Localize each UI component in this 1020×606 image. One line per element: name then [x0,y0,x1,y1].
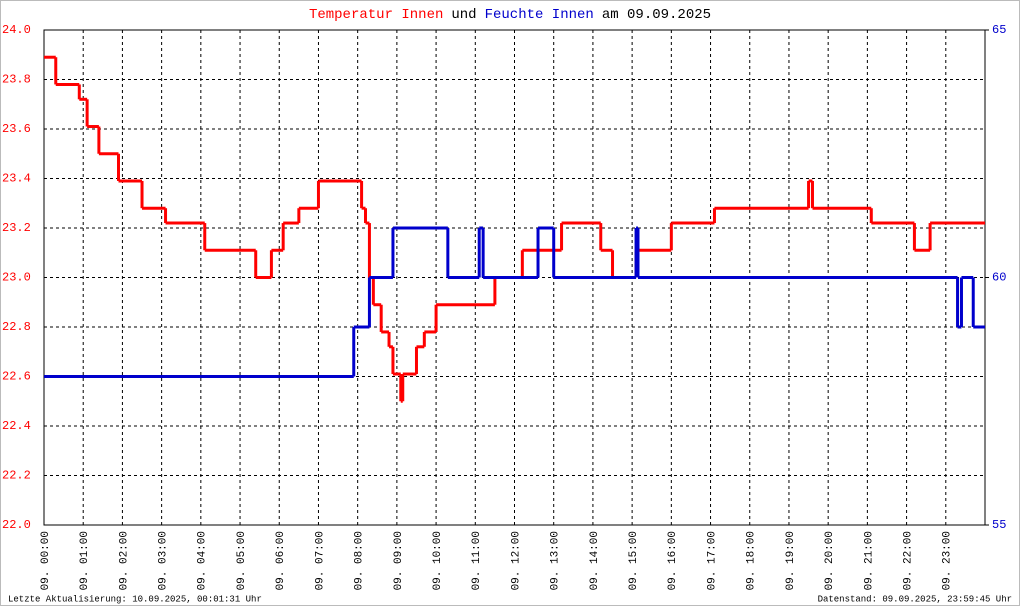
x-tick-label: 09. 00:00 [40,531,52,590]
y-tick-label: 23.4 [2,172,31,186]
plot-border [43,29,986,526]
y2-tick-label: 65 [992,23,1006,37]
x-tick-label: 09. 09:00 [393,531,405,590]
x-tick-label: 09. 23:00 [942,531,954,590]
x-tick-label: 09. 22:00 [902,531,914,590]
y-tick-label: 23.6 [2,122,31,136]
x-tick-label: 09. 17:00 [706,531,718,590]
title-part: und [451,7,476,23]
x-tick-label: 09. 06:00 [275,531,287,590]
x-tick-label: 09. 16:00 [667,531,679,590]
x-tick-label: 09. 01:00 [79,531,91,590]
title-part: Temperatur Innen [309,7,443,23]
y2-tick-label: 60 [992,271,1006,285]
x-tick-label: 09. 14:00 [589,531,601,590]
y-tick-label: 24.0 [2,23,31,37]
y-tick-label: 23.2 [2,221,31,235]
x-tick-label: 09. 07:00 [314,531,326,590]
y-tick-label: 23.0 [2,271,31,285]
x-tick-label: 09. 03:00 [158,531,170,590]
x-tick-label: 09. 08:00 [354,531,366,590]
y-tick-label: 22.8 [2,320,31,334]
title-part: am 09.09.2025 [602,7,711,23]
title-part: Feuchte Innen [485,7,594,23]
x-tick-label: 09. 02:00 [118,531,130,590]
footer-left: Letzte Aktualisierung: 10.09.2025, 00:01… [8,594,262,604]
x-tick-label: 09. 19:00 [785,531,797,590]
x-tick-label: 09. 04:00 [197,531,209,590]
y-tick-label: 22.4 [2,419,31,433]
x-tick-label: 09. 05:00 [236,531,248,590]
x-tick-label: 09. 18:00 [746,531,758,590]
chart-title: Temperatur Innen und Feuchte Innen am 09.09… [309,7,711,23]
y-tick-label: 22.0 [2,518,31,532]
x-tick-label: 09. 20:00 [824,531,836,590]
x-tick-label: 09. 15:00 [628,531,640,590]
y2-tick-label: 55 [992,518,1006,532]
x-tick-label: 09. 10:00 [432,531,444,590]
x-tick-label: 09. 21:00 [863,531,875,590]
x-tick-label: 09. 13:00 [550,531,562,590]
x-tick-label: 09. 11:00 [471,531,483,590]
y-tick-label: 22.2 [2,469,31,483]
x-tick-label: 09. 12:00 [510,531,522,590]
y-tick-label: 22.6 [2,370,31,384]
footer-right: Datenstand: 09.09.2025, 23:59:45 Uhr [818,594,1012,604]
y-tick-label: 23.8 [2,73,31,87]
